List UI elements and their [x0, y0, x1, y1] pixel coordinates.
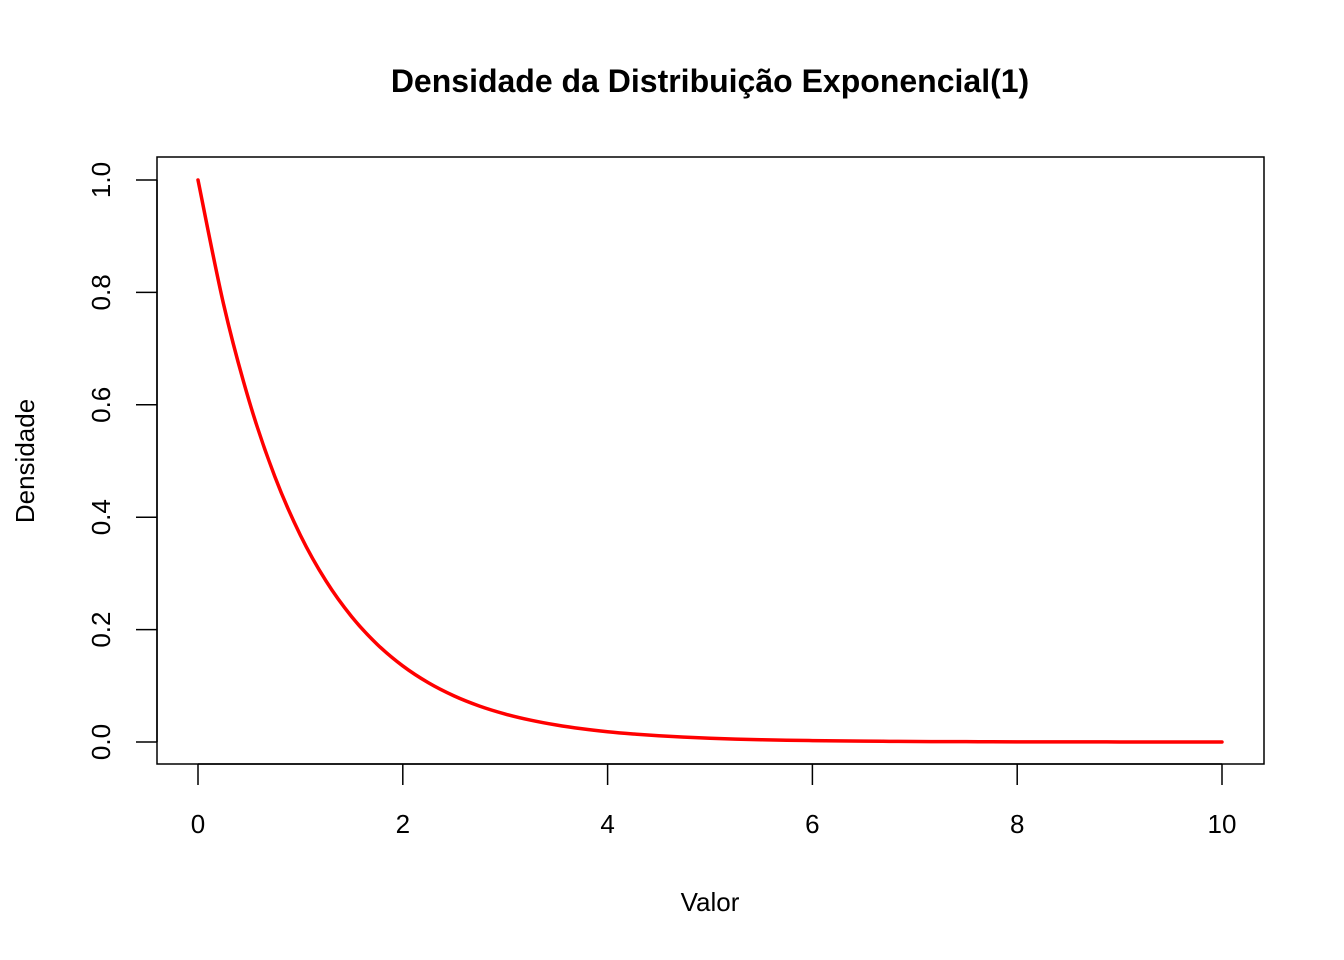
x-axis-title: Valor [681, 887, 740, 917]
plot-frame [156, 156, 1265, 765]
y-tick-label: 0.4 [86, 499, 116, 535]
y-tick-label: 1.0 [86, 162, 116, 198]
x-tick-label: 0 [191, 809, 205, 839]
chart-title: Densidade da Distribuição Exponencial(1) [391, 63, 1029, 99]
x-tick-label: 2 [396, 809, 410, 839]
x-tick-label: 4 [600, 809, 614, 839]
series-group [196, 178, 1224, 744]
x-axis: 0 2 4 6 8 10 [191, 763, 1237, 839]
x-tick-label: 6 [805, 809, 819, 839]
x-tick-label: 8 [1010, 809, 1024, 839]
y-axis: 0.0 0.2 0.4 0.6 0.8 1.0 [86, 162, 158, 760]
y-tick-label: 0.8 [86, 274, 116, 310]
density-curve [196, 178, 1224, 744]
y-tick-label: 0.2 [86, 612, 116, 648]
y-axis-title: Densidade [10, 399, 40, 523]
x-tick-label: 10 [1208, 809, 1237, 839]
y-tick-label: 0.6 [86, 387, 116, 423]
y-tick-label: 0.0 [86, 724, 116, 760]
